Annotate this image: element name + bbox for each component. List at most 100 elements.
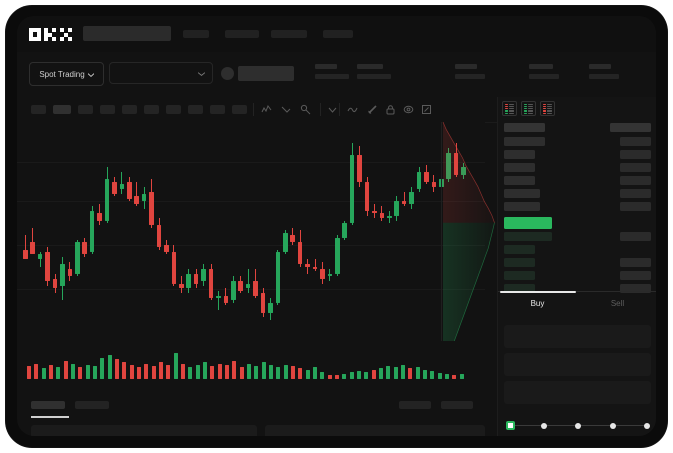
fullscreen-icon[interactable]	[421, 104, 432, 115]
nav-item-2[interactable]	[225, 30, 259, 38]
volume-bar	[298, 368, 303, 379]
orderbook-row[interactable]	[504, 202, 540, 211]
volume-bar	[335, 375, 339, 379]
bottom-card-2[interactable]	[265, 425, 485, 436]
candlestick-chart[interactable]	[17, 122, 485, 341]
slider-handle[interactable]	[506, 421, 515, 430]
candle	[372, 122, 377, 341]
orderbook-row[interactable]	[504, 137, 545, 146]
slider-marker-4[interactable]	[609, 422, 616, 429]
order-form-field-1[interactable]	[504, 325, 651, 348]
tab-buy[interactable]: Buy	[530, 299, 545, 308]
volume-bar	[452, 375, 457, 379]
orderbook-layout-toggles[interactable]	[502, 101, 555, 118]
order-form-field-3[interactable]	[504, 381, 651, 404]
gridline	[17, 201, 485, 202]
volume-bar	[151, 366, 156, 379]
candle	[193, 122, 199, 341]
last-price-value	[238, 66, 294, 81]
chevron-down-icon[interactable]	[327, 104, 338, 115]
orderbook-row[interactable]	[504, 258, 535, 267]
timeframe-button-7[interactable]	[166, 105, 181, 114]
search-input[interactable]	[83, 26, 171, 41]
orderbook-row[interactable]	[504, 245, 535, 254]
amount-slider[interactable]	[506, 421, 650, 430]
orderbook-row-highlighted[interactable]	[504, 217, 552, 229]
line-chart-icon[interactable]	[347, 104, 358, 115]
orderbook-row[interactable]	[504, 163, 535, 172]
timeframe-button-5[interactable]	[122, 105, 137, 114]
eye-icon[interactable]	[403, 104, 414, 115]
orderbook-row[interactable]	[504, 176, 535, 185]
bottom-card-1[interactable]	[31, 425, 257, 436]
top-navigation-bar	[17, 16, 656, 52]
timeframe-button-1[interactable]	[31, 105, 46, 114]
volume-bar	[430, 370, 435, 379]
coin-avatar	[221, 67, 234, 80]
market-stat-3	[455, 64, 485, 79]
volume-bar	[85, 364, 90, 379]
candle	[268, 122, 273, 341]
slider-marker-2[interactable]	[540, 422, 547, 429]
candle	[141, 122, 147, 341]
candle	[238, 122, 244, 341]
lock-icon[interactable]	[385, 104, 396, 115]
okx-logo-icon[interactable]	[29, 28, 73, 41]
volume-bar	[159, 362, 163, 379]
timeframe-button-8[interactable]	[188, 105, 203, 114]
orderbook-bids-icon[interactable]	[521, 101, 536, 116]
timeframe-button-4[interactable]	[100, 105, 115, 114]
tablet-bezel: Spot Trading	[6, 6, 667, 447]
timeframe-button-10[interactable]	[232, 105, 247, 114]
volume-bar	[166, 364, 171, 379]
volume-bar	[364, 371, 369, 379]
orderbook-row[interactable]	[504, 284, 535, 293]
orderbook-row[interactable]	[504, 150, 535, 159]
timeframe-button-3[interactable]	[78, 105, 93, 114]
timeframe-button-2[interactable]	[53, 105, 71, 114]
drawing-tool-icon[interactable]	[300, 104, 311, 115]
orders-tab-4[interactable]	[441, 401, 473, 409]
orderbook-row-amount	[620, 271, 651, 280]
candle	[364, 122, 370, 341]
candle	[67, 122, 73, 341]
candle	[112, 122, 117, 341]
orderbook-both-icon[interactable]	[502, 101, 517, 116]
trading-mode-selector[interactable]: Spot Trading	[29, 62, 104, 86]
volume-bar	[27, 366, 31, 379]
candle	[401, 122, 407, 341]
orders-tab-2[interactable]	[75, 401, 109, 409]
timeframe-button-9[interactable]	[210, 105, 225, 114]
candle	[357, 122, 362, 341]
trading-pair-selector[interactable]	[109, 62, 213, 84]
slider-marker-3[interactable]	[575, 422, 581, 429]
candle	[45, 122, 50, 341]
candle	[134, 122, 140, 341]
indicator-icon[interactable]	[261, 104, 272, 115]
orderbook-row-amount	[620, 232, 651, 241]
order-form-field-2[interactable]	[504, 353, 651, 376]
orderbook-asks-icon[interactable]	[540, 101, 555, 116]
nav-item-1[interactable]	[183, 30, 209, 38]
timeframe-button-6[interactable]	[144, 105, 159, 114]
orderbook-row[interactable]	[504, 271, 535, 280]
volume-bar	[239, 367, 244, 379]
nav-item-3[interactable]	[271, 30, 307, 38]
nav-item-4[interactable]	[323, 30, 353, 38]
orders-tab-3[interactable]	[399, 401, 431, 409]
active-tab-underline	[500, 291, 576, 293]
volume-bar	[357, 370, 361, 379]
candle	[208, 122, 214, 341]
magnet-icon[interactable]	[367, 104, 378, 115]
orders-tab-1[interactable]	[31, 401, 65, 409]
candle	[394, 122, 400, 341]
volume-histogram	[17, 341, 485, 391]
orderbook-row[interactable]	[504, 232, 552, 241]
orderbook-row[interactable]	[504, 189, 540, 198]
volume-bar	[195, 364, 200, 379]
market-stat-2	[357, 64, 391, 79]
trendline-icon[interactable]	[281, 104, 292, 115]
slider-marker-5[interactable]	[644, 422, 650, 429]
tab-sell[interactable]: Sell	[610, 299, 625, 308]
toolbar-divider	[339, 103, 340, 116]
